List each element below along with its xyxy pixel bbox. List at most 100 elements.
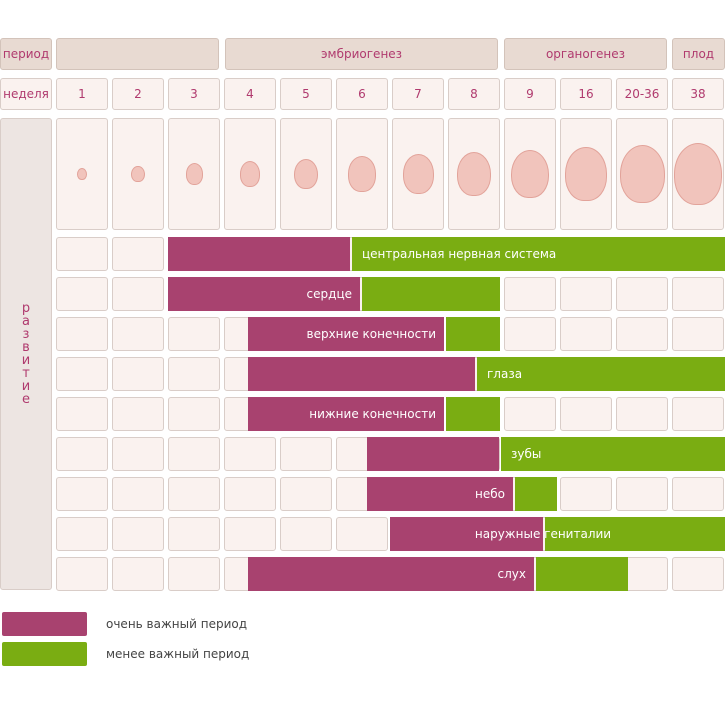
row-cell [672, 277, 724, 311]
row-cell [616, 477, 668, 511]
row-cell [168, 477, 220, 511]
row-cell [112, 397, 164, 431]
row-cell [616, 317, 668, 351]
week-header: 1 [56, 78, 108, 110]
less-bar: зубы [501, 437, 725, 471]
critical-bar: небо [367, 477, 513, 511]
row-cell [168, 517, 220, 551]
row-cell [224, 477, 276, 511]
row-cell [224, 437, 276, 471]
embryo-cell [112, 118, 164, 230]
week-header: 2 [112, 78, 164, 110]
embryo [239, 160, 261, 188]
row-cell [672, 317, 724, 351]
row-cell [168, 357, 220, 391]
less-bar [446, 317, 500, 351]
row-cell [672, 557, 724, 591]
row-cell [56, 317, 108, 351]
row-cell [168, 437, 220, 471]
row-cell [112, 517, 164, 551]
legend-label: очень важный период [106, 617, 247, 631]
row-cell [56, 477, 108, 511]
week-header: 9 [504, 78, 556, 110]
embryo [348, 156, 376, 192]
row-cell [504, 317, 556, 351]
row-cell [112, 357, 164, 391]
week-header: 20-36 [616, 78, 668, 110]
week-header: 8 [448, 78, 500, 110]
row-cell [336, 517, 388, 551]
embryo-cell [336, 118, 388, 230]
row-cell [56, 557, 108, 591]
row-cell [280, 437, 332, 471]
row-cell [560, 277, 612, 311]
row-cell [672, 397, 724, 431]
embryo [619, 145, 665, 203]
row-cell [112, 477, 164, 511]
period-header [56, 38, 219, 70]
week-header: 3 [168, 78, 220, 110]
legend-swatch [2, 612, 87, 636]
week-header: 16 [560, 78, 612, 110]
embryo [185, 163, 203, 185]
embryo-cell [392, 118, 444, 230]
embryo [294, 158, 318, 190]
period-header: эмбриогенез [225, 38, 498, 70]
row-cell [112, 317, 164, 351]
less-bar [446, 397, 500, 431]
period-header: органогенез [504, 38, 667, 70]
legend-swatch [2, 642, 87, 666]
critical-bar: верхние конечности [248, 317, 444, 351]
row-cell [56, 357, 108, 391]
row-cell [560, 477, 612, 511]
row-cell [56, 517, 108, 551]
less-bar [515, 477, 557, 511]
row-cell [56, 237, 108, 271]
row-cell [56, 397, 108, 431]
row-cell [112, 277, 164, 311]
week-header: 7 [392, 78, 444, 110]
row-cell [224, 517, 276, 551]
row-cell [280, 477, 332, 511]
embryo-cell [616, 118, 668, 230]
row-cell [560, 397, 612, 431]
row-cell [616, 397, 668, 431]
row-cell [504, 277, 556, 311]
less-bar [545, 517, 725, 551]
embryo [673, 142, 723, 206]
row-cell [112, 557, 164, 591]
row-cell [504, 397, 556, 431]
embryo [402, 154, 434, 194]
less-bar: центральная нервная система [352, 237, 725, 271]
critical-bar: сердце [168, 277, 360, 311]
period-header: плод [672, 38, 725, 70]
row-cell [672, 477, 724, 511]
embryo [456, 151, 492, 197]
embryo [511, 149, 549, 199]
bar-label: наружные гениталии [474, 527, 612, 541]
legend-label: менее важный период [106, 647, 250, 661]
critical-bar [390, 517, 543, 551]
embryo-cell [280, 118, 332, 230]
side-text: развитие [21, 301, 31, 407]
embryo-cell [448, 118, 500, 230]
critical-bar: нижние конечности [248, 397, 444, 431]
row-cell [112, 237, 164, 271]
row-cell [112, 437, 164, 471]
row-cell [560, 317, 612, 351]
week-label: неделя [0, 78, 52, 110]
critical-bar [367, 437, 499, 471]
row-cell [168, 317, 220, 351]
embryo [565, 147, 607, 201]
week-header: 38 [672, 78, 724, 110]
less-bar [536, 557, 628, 591]
embryo [131, 165, 145, 183]
row-cell [168, 397, 220, 431]
row-cell [616, 277, 668, 311]
critical-bar [248, 357, 475, 391]
embryo-cell [56, 118, 108, 230]
embryo-cell [168, 118, 220, 230]
row-cell [168, 557, 220, 591]
less-bar: глаза [477, 357, 725, 391]
